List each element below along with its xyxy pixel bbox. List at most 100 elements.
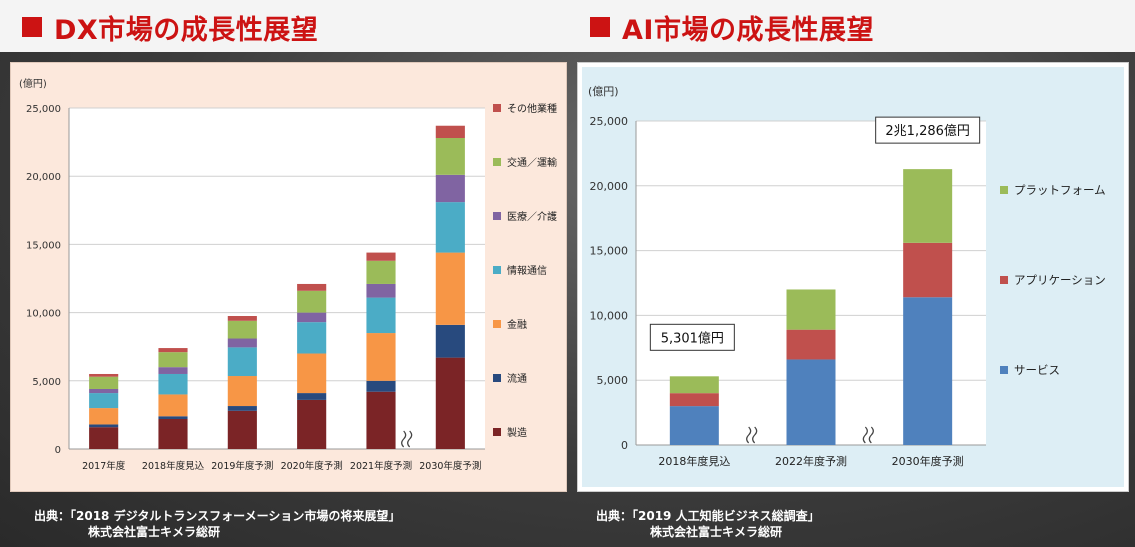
bar-segment [227,338,257,348]
bar-segment [227,376,257,407]
y-tick-label: 25,000 [26,104,61,115]
red-square-icon [590,17,610,37]
bar-segment [366,391,396,449]
bar-segment [227,320,257,339]
legend-label: サービス [1014,363,1060,377]
axis-break-mark [746,426,758,444]
bar-segment [366,380,396,392]
bar-segment [435,174,465,203]
bar-segment [89,427,119,449]
bar-segment [89,388,119,394]
bar-segment [158,373,188,395]
x-tick-label: 2030年度予測 [419,460,481,472]
bar-segment [786,359,836,445]
legend-label: プラットフォーム [1014,183,1106,197]
bar-segment [669,393,719,407]
bar-segment [89,393,119,409]
legend-label: 製造 [507,426,527,439]
bar-segment [227,347,257,377]
bar-segment [158,348,188,353]
annotation-box [875,116,981,144]
dx-chart-panel: 0 5,000 10,000 15,000 20,000 25,000 (億円) 2017年度… [10,62,567,492]
bar-segment [786,289,836,330]
legend-label: 流通 [507,372,527,385]
x-tick-label: 2019年度予測 [211,460,273,472]
y-tick-label: 10,000 [26,309,61,320]
legend-swatch [493,212,501,220]
x-tick-label: 2021年度予測 [350,460,412,472]
legend-swatch [493,266,501,274]
x-tick-label: 2018年度見込 [142,460,205,472]
ai-source: 出典：「2019 人工知能ビジネス総調査」 株式会社富士キメラ総研 [596,508,820,540]
red-square-icon [22,17,42,37]
legend-label: 金融 [507,318,527,331]
legend-swatch [493,428,501,436]
legend-swatch [1000,276,1008,284]
x-tick-label: 2017年度 [82,460,126,472]
bar-segment [435,202,465,253]
y-tick-label: 10,000 [590,309,629,322]
bar-segment [297,290,327,313]
dx-source: 出典：「2018 デジタルトランスフォーメーション市場の将来展望」 株式会社富士… [34,508,400,540]
bar-segment [435,138,465,175]
bar-segment [89,424,119,428]
bar-segment [669,376,719,394]
bar-segment [297,393,327,400]
bar-segment [435,252,465,325]
bar-segment [158,352,188,368]
dx-heading: DX市場の成長性展望 [22,10,318,46]
bar-segment [366,297,396,334]
bar-segment [903,297,953,445]
legend-label: 情報通信 [507,264,547,277]
bar-segment [903,169,953,243]
bar-segment [89,373,119,377]
bar-segment [366,283,396,298]
bar-segment [297,283,327,291]
x-tick-label: 2030年度予測 [892,454,964,468]
bar-segment [669,406,719,445]
ai-chart-panel: 0 5,000 10,000 15,000 20,000 25,000 (億円) 2018年度… [577,62,1129,492]
legend-label: 医療／介護 [507,210,557,223]
y-tick-label: 25,000 [590,115,629,128]
legend-label: アプリケーション [1014,273,1106,287]
annotation-label: 2兆1,286億円 [885,123,970,139]
unit-label: (億円) [19,77,47,90]
legend-swatch [493,320,501,328]
bar-segment [366,252,396,261]
bar-segment [297,312,327,323]
unit-label: (億円) [588,85,619,98]
axis-break-mark [401,430,413,448]
y-tick-label: 0 [621,439,628,452]
ai-source-line2: 株式会社富士キメラ総研 [650,525,783,539]
x-tick-label: 2020年度予測 [281,460,343,472]
bar-segment [89,408,119,425]
legend-swatch [493,104,501,112]
dx-source-line2: 株式会社富士キメラ総研 [88,525,221,539]
bar-segment [903,242,953,298]
ai-title: AI市場の成長性展望 [622,14,874,46]
bar-segment [435,324,465,358]
y-tick-label: 20,000 [26,172,61,183]
ai-source-line1: 出典：「2019 人工知能ビジネス総調査」 [596,509,820,523]
legend-swatch [493,374,501,382]
bar-segment [366,333,396,381]
bar-segment [435,125,465,139]
legend-label: 交通／運輸 [507,156,557,169]
header-band [0,0,1135,52]
bar-segment [158,418,188,449]
ai-heading: AI市場の成長性展望 [590,10,874,46]
bar-segment [297,322,327,354]
legend-swatch [1000,186,1008,194]
bar-segment [297,399,327,449]
y-tick-label: 5,000 [32,377,61,388]
bar-segment [297,353,327,394]
y-tick-label: 20,000 [590,180,629,193]
annotation-label: 5,301億円 [661,330,724,346]
bar-segment [227,316,257,321]
bar-segment [158,367,188,374]
bar-segment [786,329,836,360]
bar-segment [227,410,257,449]
y-tick-label: 15,000 [26,240,61,251]
bar-segment [227,406,257,411]
bar-segment [158,394,188,417]
